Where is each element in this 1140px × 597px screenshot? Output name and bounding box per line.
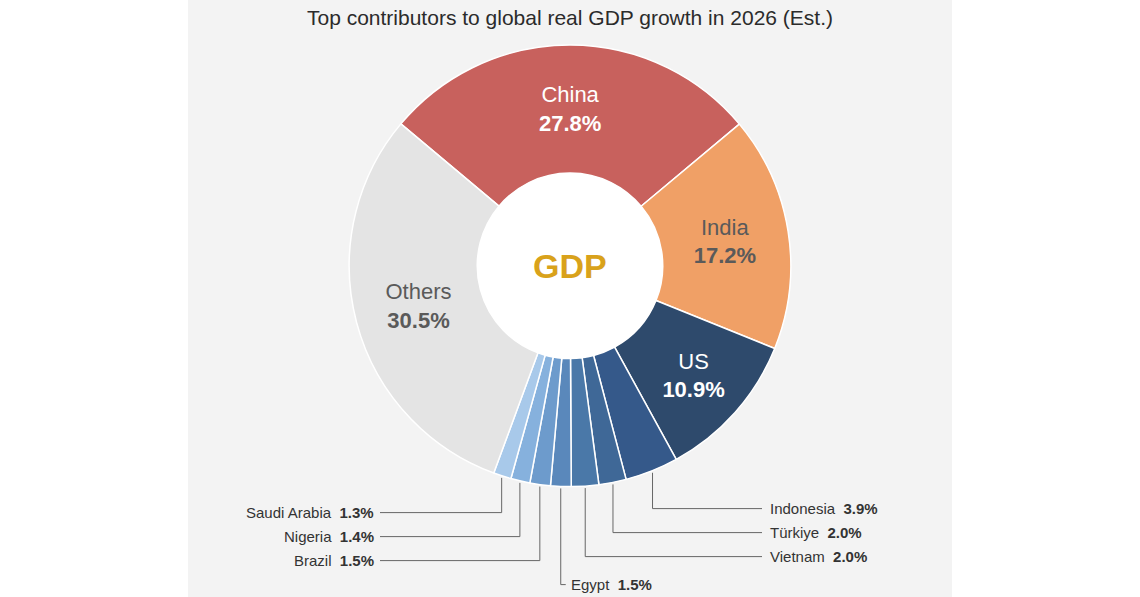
svg-text:Indonesia 3.9%: Indonesia 3.9%	[770, 500, 878, 517]
svg-text:GDP: GDP	[533, 247, 607, 285]
svg-text:US10.9%: US10.9%	[662, 349, 724, 403]
svg-text:Vietnam 2.0%: Vietnam 2.0%	[770, 548, 867, 565]
svg-text:Brazil 1.5%: Brazil 1.5%	[294, 552, 374, 569]
svg-text:Top contributors to global rea: Top contributors to global real GDP grow…	[307, 6, 833, 29]
svg-text:India17.2%: India17.2%	[694, 215, 756, 269]
svg-text:China27.8%: China27.8%	[539, 82, 601, 136]
svg-text:Nigeria 1.4%: Nigeria 1.4%	[284, 528, 374, 545]
svg-text:Türkiye 2.0%: Türkiye 2.0%	[770, 524, 862, 541]
svg-text:Others30.5%: Others30.5%	[385, 279, 451, 333]
svg-text:Saudi Arabia 1.3%: Saudi Arabia 1.3%	[246, 504, 374, 521]
svg-text:Egypt 1.5%: Egypt 1.5%	[571, 576, 652, 593]
